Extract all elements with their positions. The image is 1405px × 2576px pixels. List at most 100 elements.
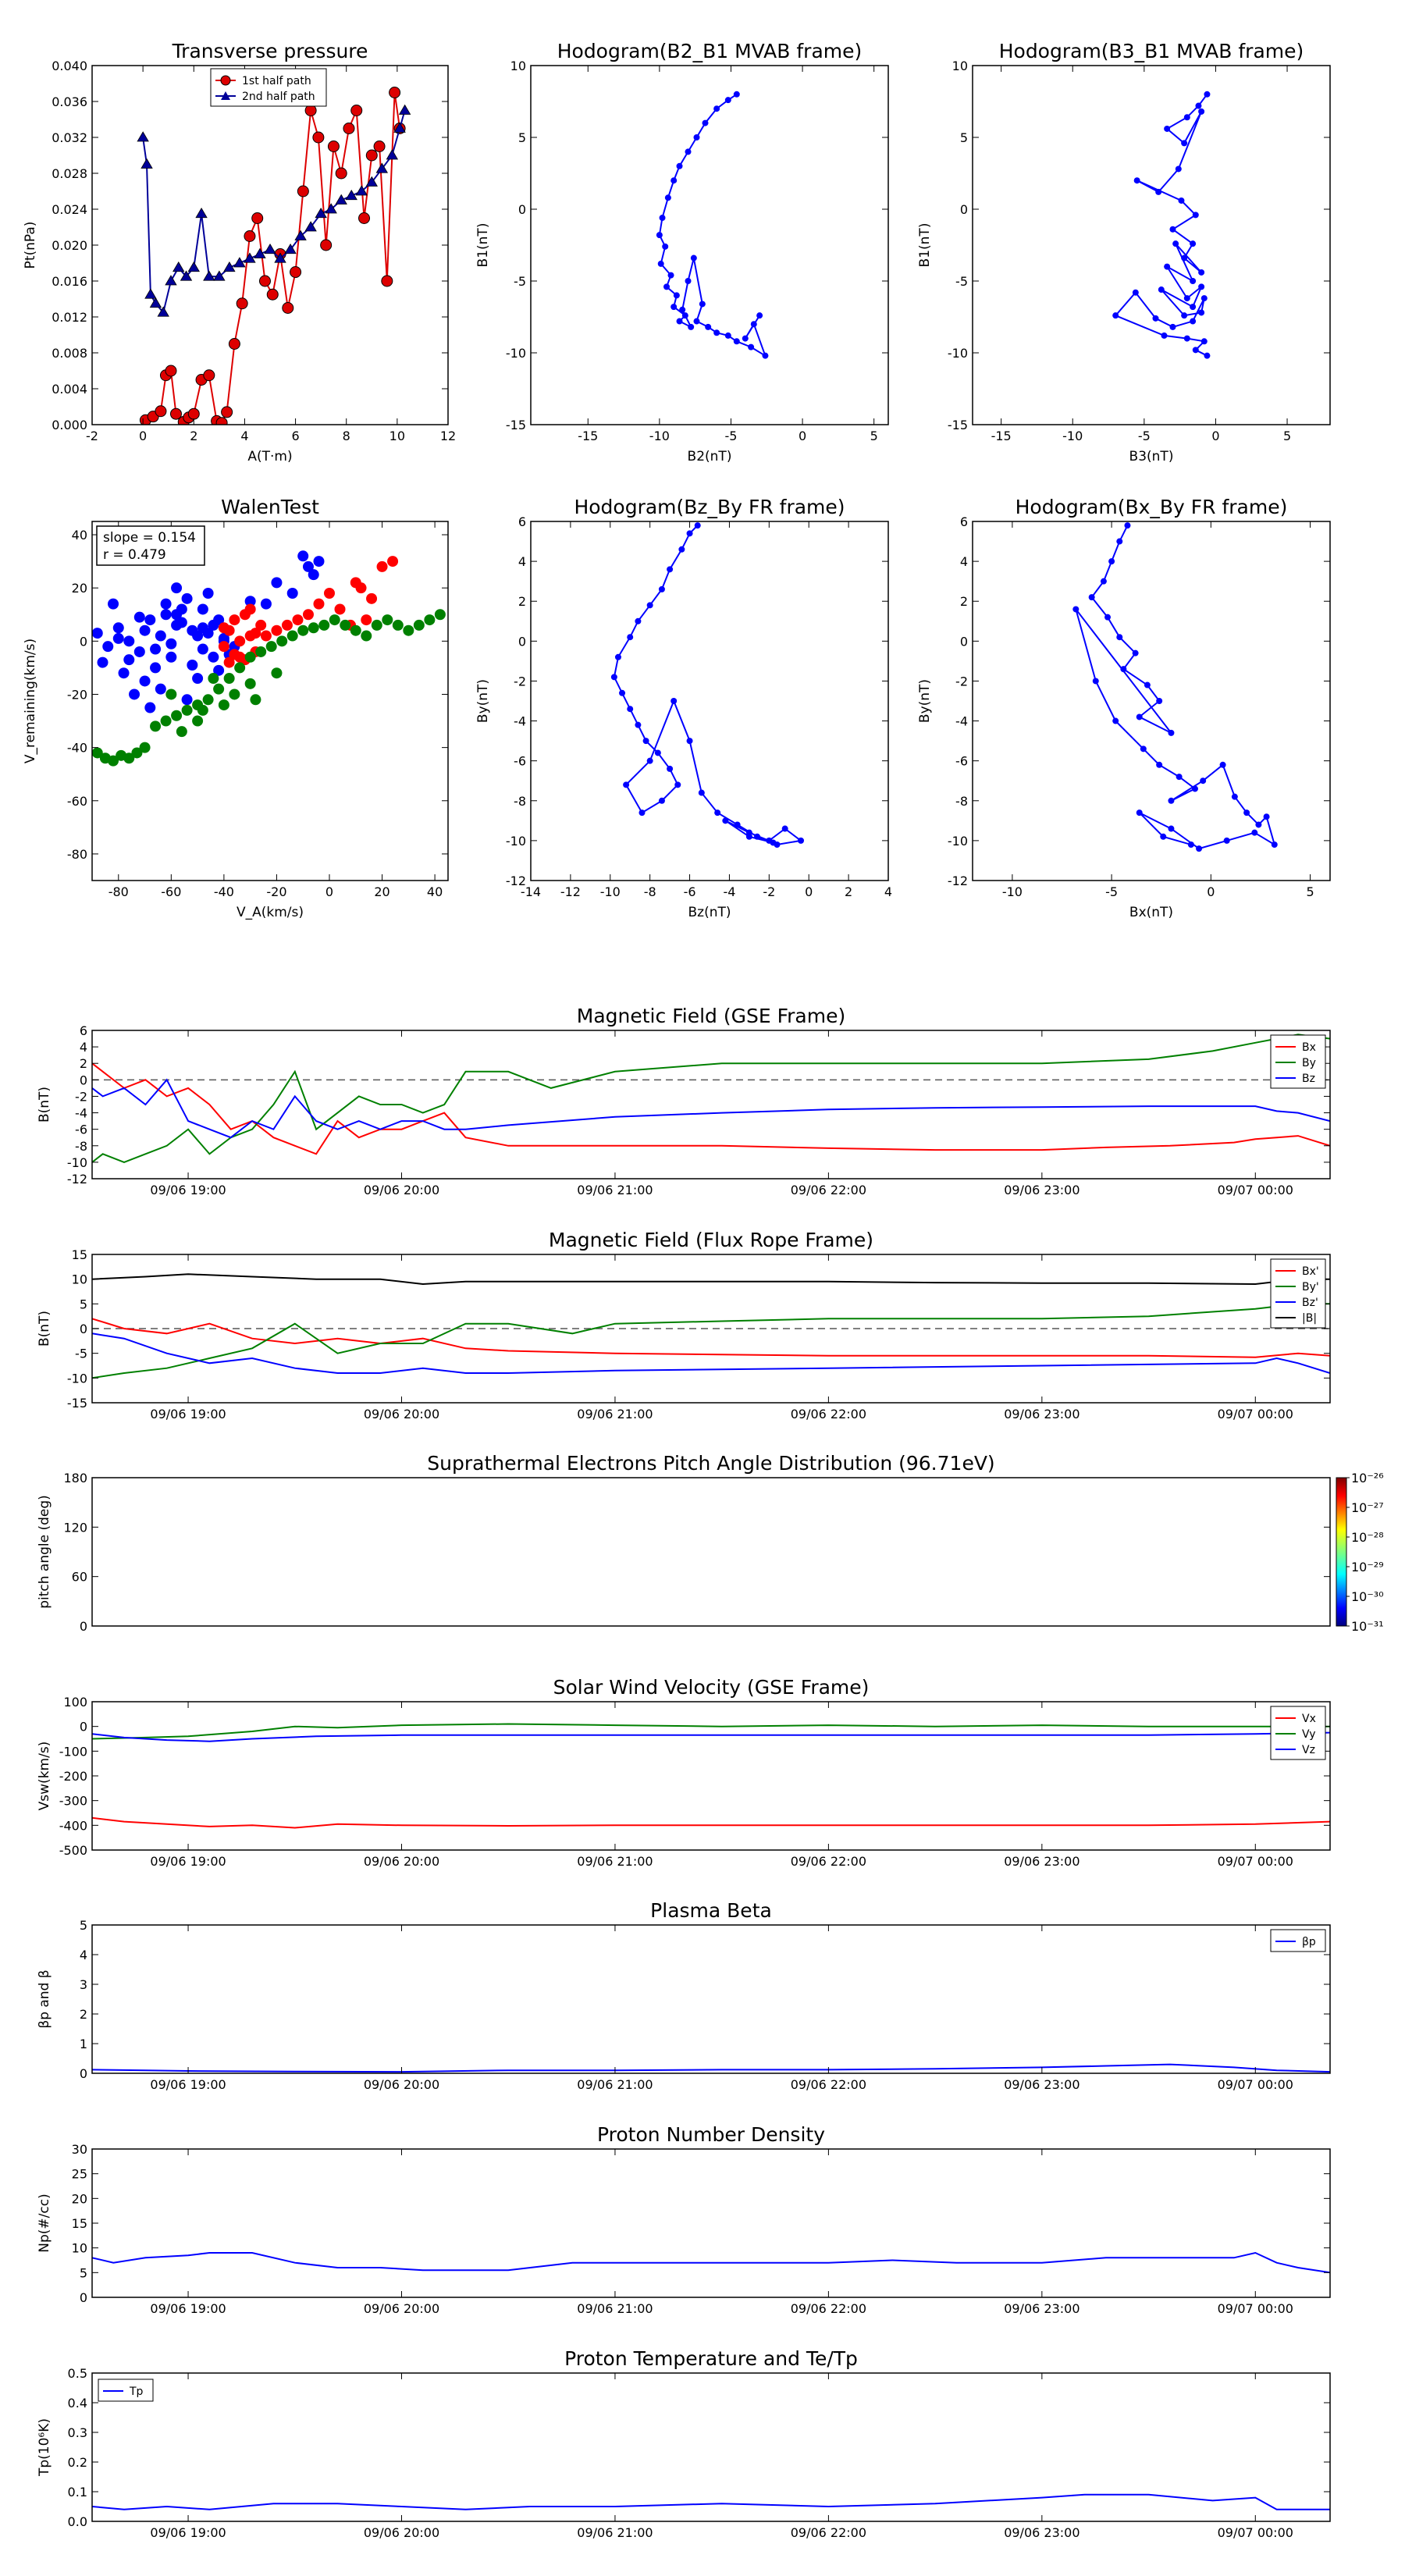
data-point [693, 134, 700, 141]
data-point [1176, 774, 1183, 781]
data-point [302, 609, 314, 621]
data-point [413, 619, 425, 631]
data-point [144, 702, 156, 713]
data-point [1200, 338, 1208, 345]
data-point [1243, 809, 1250, 817]
legend-label: Vy [1302, 1728, 1316, 1741]
x-tick-label: -10 [649, 429, 670, 443]
series-line [92, 2063, 1330, 2073]
x-tick-label: 0 [799, 429, 806, 443]
legend: Vx Vy Vz [1270, 1706, 1326, 1760]
x-tick-label: 09/06 20:00 [364, 1183, 439, 1197]
data-point [365, 149, 378, 162]
y-axis-label: V_remaining(km/s) [23, 639, 38, 763]
y-tick-label: -2 [75, 1089, 87, 1104]
data-point [234, 662, 246, 674]
x-tick-label: -5 [725, 429, 738, 443]
y-tick-label: -100 [59, 1744, 87, 1759]
data-point [155, 630, 166, 642]
data-point [1255, 821, 1262, 828]
data-layer [1072, 522, 1278, 852]
data-point [1168, 825, 1175, 832]
data-point [308, 622, 319, 634]
x-tick-label: 09/06 21:00 [577, 2301, 653, 2316]
x-axis-label: Bx(nT) [1129, 905, 1173, 920]
y-tick-label: 0.016 [52, 274, 87, 289]
data-point [658, 797, 665, 804]
data-point [250, 628, 261, 639]
y-tick-label: -15 [67, 1396, 87, 1411]
y-tick-label: -5 [955, 274, 968, 289]
data-point [282, 302, 294, 314]
data-point [150, 643, 162, 655]
data-point [229, 649, 240, 660]
series-line [92, 1816, 1330, 1829]
chart-title: Hodogram(Bz_By FR frame) [574, 496, 845, 518]
data-point [690, 254, 697, 262]
x-tick-label: 2 [845, 884, 852, 899]
data-point [1168, 729, 1175, 736]
series-line [92, 1332, 1330, 1374]
data-point [1120, 666, 1127, 673]
data-point [676, 162, 683, 169]
chart-title: Plasma Beta [650, 1899, 772, 1922]
data-point [733, 91, 740, 98]
x-tick-label: -14 [521, 884, 541, 899]
data-point [366, 592, 378, 604]
series-line [92, 1034, 1330, 1163]
data-point [371, 619, 382, 631]
x-tick-label: 09/06 21:00 [577, 1407, 653, 1421]
data-point [681, 312, 688, 319]
data-point [1175, 165, 1182, 173]
data-point [236, 297, 248, 310]
y-tick-label: 0.4 [68, 2396, 87, 2411]
y-tick-label: 0.3 [68, 2425, 87, 2440]
data-point [678, 546, 685, 553]
y-tick-label: -10 [948, 834, 968, 849]
data-point [693, 318, 700, 325]
data-point [123, 654, 135, 666]
series-line [1075, 525, 1276, 850]
data-point [195, 207, 208, 219]
x-tick-label: 09/06 21:00 [577, 1183, 653, 1197]
data-point [92, 628, 103, 639]
data-point [1133, 177, 1140, 184]
data-point [173, 261, 185, 272]
panel-h1: Hodogram(B2_B1 MVAB frame) -15 -10 -5 0 5 -15 -… [475, 40, 889, 464]
y-tick-label: 0 [80, 634, 87, 649]
plot-frame [91, 521, 449, 881]
data-point [656, 232, 663, 239]
legend-label: βp [1302, 1936, 1316, 1948]
data-point [254, 247, 266, 258]
x-tick-label: -2 [86, 429, 98, 443]
data-point [702, 119, 709, 126]
data-point [1158, 286, 1165, 294]
series-line [92, 1303, 1330, 1379]
data-point [1190, 278, 1197, 284]
data-layer [1112, 91, 1211, 359]
data-point [350, 624, 361, 636]
legend-label: By' [1302, 1281, 1319, 1293]
x-tick-label: 2 [190, 429, 197, 443]
x-tick-label: 4 [240, 429, 248, 443]
x-axis-label: A(T·m) [247, 449, 292, 464]
data-point [304, 105, 317, 116]
y-tick-label: 0 [518, 202, 526, 217]
x-tick-label: 09/07 00:00 [1218, 2301, 1293, 2316]
annotation-frame [96, 525, 205, 566]
data-point [213, 270, 226, 281]
data-point [233, 257, 246, 268]
y-tick-label: 0 [80, 2066, 87, 2081]
y-tick-label: 4 [80, 1948, 87, 1962]
data-point [355, 185, 368, 196]
y-tick-label: 0.024 [52, 202, 87, 217]
x-tick-label: -10 [1002, 884, 1023, 899]
y-tick-label: -6 [514, 754, 526, 769]
data-point [361, 614, 372, 626]
plot-frame [972, 65, 1331, 425]
y-tick-label: 2 [80, 1056, 87, 1071]
y-tick-label: 10 [72, 2241, 87, 2256]
data-point [1223, 837, 1230, 844]
